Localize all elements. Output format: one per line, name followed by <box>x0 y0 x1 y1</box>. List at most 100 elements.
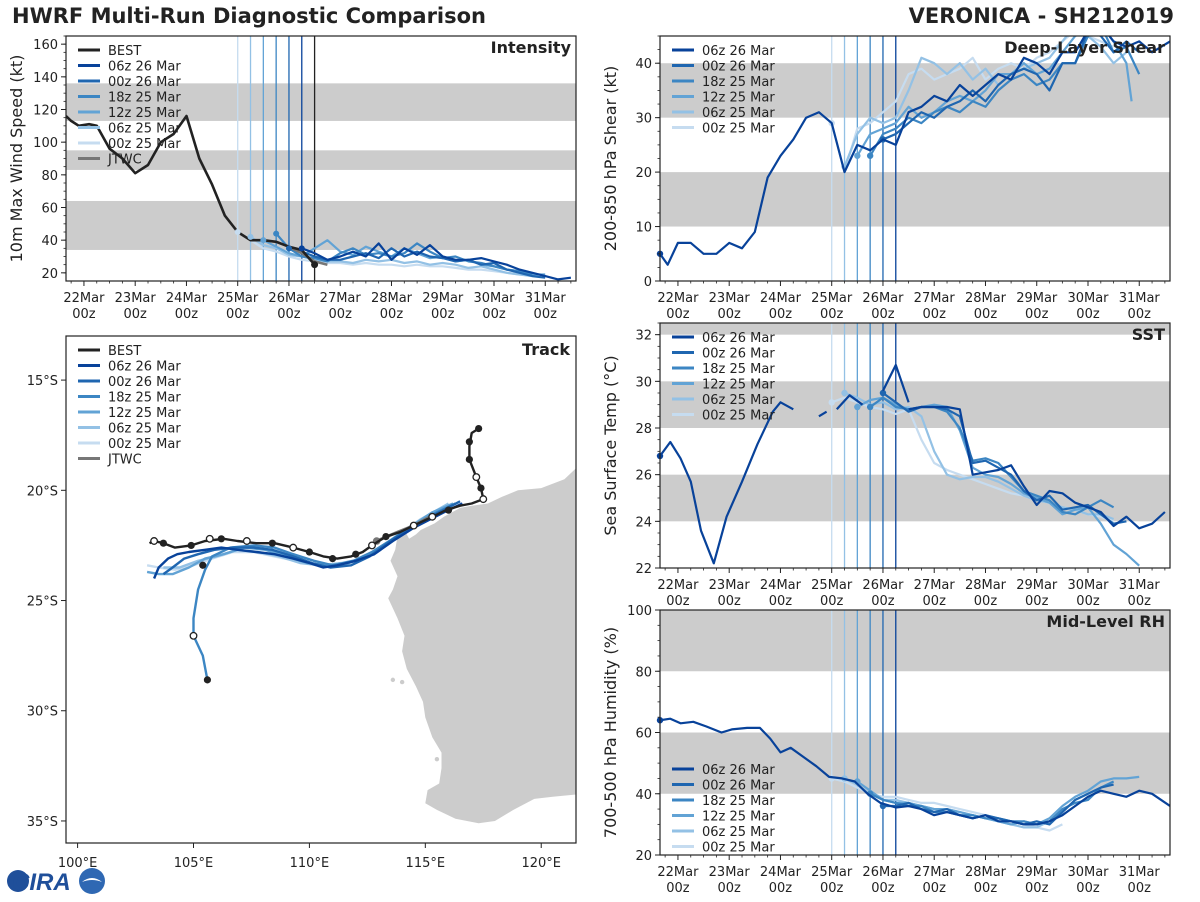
init-point <box>866 152 874 159</box>
x-tick-hour-label: 00z <box>974 881 998 896</box>
legend-label: 06z 25 Mar <box>108 422 181 437</box>
x-tick-label: 29Mar <box>1016 291 1058 306</box>
x-tick-hour-label: 00z <box>277 307 301 322</box>
legend-label: 00z 26 Mar <box>702 779 775 794</box>
rh-panel: 2040608010022Mar00z23Mar00z24Mar00z25Mar… <box>601 604 1171 896</box>
x-tick-label: 115°E <box>406 856 446 871</box>
init-point <box>234 229 241 235</box>
y-tick-label: 20 <box>635 166 652 181</box>
x-tick-hour-label: 00z <box>820 594 844 609</box>
y-axis-label: 700-500 hPa Humidity (%) <box>601 627 620 838</box>
x-tick-label: 31Mar <box>525 291 567 306</box>
best-point-filled <box>217 535 225 543</box>
shaded-band <box>660 323 1170 335</box>
y-tick-label: 160 <box>33 38 58 53</box>
legend-label: 06z 25 Mar <box>702 393 775 408</box>
x-tick-label: 22Mar <box>657 865 699 880</box>
storm-title: VERONICA - SH212019 <box>908 4 1174 28</box>
best-point-filled <box>268 539 276 547</box>
intensity-panel: 2040608010012014016022Mar00z23Mar00z24Ma… <box>7 35 577 322</box>
y-tick-label: 40 <box>635 57 652 72</box>
y-tick-label: 80 <box>635 665 652 680</box>
x-tick-label: 28Mar <box>965 291 1007 306</box>
best-point-filled <box>465 438 473 446</box>
x-tick-hour-label: 00z <box>1128 594 1152 609</box>
y-tick-label: 22 <box>635 562 652 577</box>
best-point-filled <box>475 424 483 433</box>
x-tick-hour-label: 00z <box>380 307 404 322</box>
x-tick-hour-label: 00z <box>769 881 793 896</box>
axes-frame <box>65 335 577 844</box>
panel-title: Track <box>522 340 570 359</box>
y-axis-label: 10m Max Wind Speed (kt) <box>7 55 26 263</box>
init-point <box>247 233 254 240</box>
legend-label: 00z 25 Mar <box>702 122 775 137</box>
best-point-filled <box>444 506 453 514</box>
x-tick-hour-label: 00z <box>974 307 998 322</box>
x-tick-hour-label: 00z <box>666 881 690 896</box>
x-tick-hour-label: 00z <box>329 307 353 322</box>
x-tick-hour-label: 00z <box>871 594 895 609</box>
legend-label: 06z 25 Mar <box>702 106 775 121</box>
legend-label: 06z 26 Mar <box>702 763 775 778</box>
y-tick-label: 25°S <box>27 595 58 610</box>
series-line <box>237 231 520 276</box>
legend-label: 06z 26 Mar <box>702 44 775 59</box>
island <box>399 679 405 685</box>
x-tick-label: 26Mar <box>268 291 310 306</box>
shaded-band <box>66 200 576 250</box>
legend-label: 18z 25 Mar <box>108 391 181 406</box>
x-tick-label: 25Mar <box>217 291 259 306</box>
series-line <box>843 36 1128 168</box>
x-tick-label: 29Mar <box>1016 865 1058 880</box>
best-point-filled <box>328 555 337 563</box>
x-tick-hour-label: 00z <box>666 307 690 322</box>
best-point-filled <box>159 539 167 547</box>
legend-label: JTWC <box>107 453 142 468</box>
x-tick-hour-label: 00z <box>718 881 742 896</box>
legend-label: 12z 25 Mar <box>702 91 775 106</box>
legend-label: 00z 25 Mar <box>108 437 181 452</box>
x-tick-label: 23Mar <box>709 291 751 306</box>
page-title: HWRF Multi-Run Diagnostic Comparison <box>12 4 487 28</box>
x-tick-label: 110°E <box>290 856 330 871</box>
logo-globe-icon <box>7 870 29 892</box>
x-tick-label: 25Mar <box>811 578 853 593</box>
x-tick-hour-label: 00z <box>124 307 148 322</box>
legend-label: 18z 25 Mar <box>702 794 775 809</box>
x-tick-label: 120°E <box>521 856 561 871</box>
x-tick-hour-label: 00z <box>1025 307 1049 322</box>
series-line <box>830 36 1115 174</box>
legend-label: 12z 25 Mar <box>702 378 775 393</box>
panel-title: Deep-Layer Shear <box>1004 38 1165 57</box>
best-point-filled <box>187 541 195 550</box>
init-point <box>854 152 861 159</box>
axes-frame <box>659 322 1171 569</box>
x-tick-hour-label: 00z <box>1128 307 1152 322</box>
x-tick-label: 26Mar <box>862 865 904 880</box>
logo-swirl-icon <box>82 878 102 882</box>
x-tick-label: 31Mar <box>1119 578 1161 593</box>
y-tick-label: 100 <box>33 136 58 151</box>
x-tick-hour-label: 00z <box>974 594 998 609</box>
y-tick-label: 20 <box>41 267 58 282</box>
y-tick-label: 20 <box>635 849 652 864</box>
x-tick-label: 23Mar <box>709 865 751 880</box>
x-tick-hour-label: 00z <box>718 307 742 322</box>
legend-label: 06z 25 Mar <box>702 825 775 840</box>
x-tick-hour-label: 00z <box>923 881 947 896</box>
x-tick-hour-label: 00z <box>820 307 844 322</box>
y-tick-label: 120 <box>33 104 58 119</box>
legend-label: 12z 25 Mar <box>108 106 181 121</box>
y-tick-label: 40 <box>635 788 652 803</box>
x-tick-hour-label: 00z <box>534 307 558 322</box>
legend-label: 00z 26 Mar <box>108 75 181 90</box>
series-line <box>275 232 533 276</box>
x-tick-hour-label: 00z <box>769 594 793 609</box>
best-point-open <box>428 512 437 521</box>
y-tick-label: 35°S <box>27 815 58 830</box>
best-line <box>66 114 316 266</box>
best-point-open <box>479 495 488 504</box>
init-point <box>260 237 267 244</box>
